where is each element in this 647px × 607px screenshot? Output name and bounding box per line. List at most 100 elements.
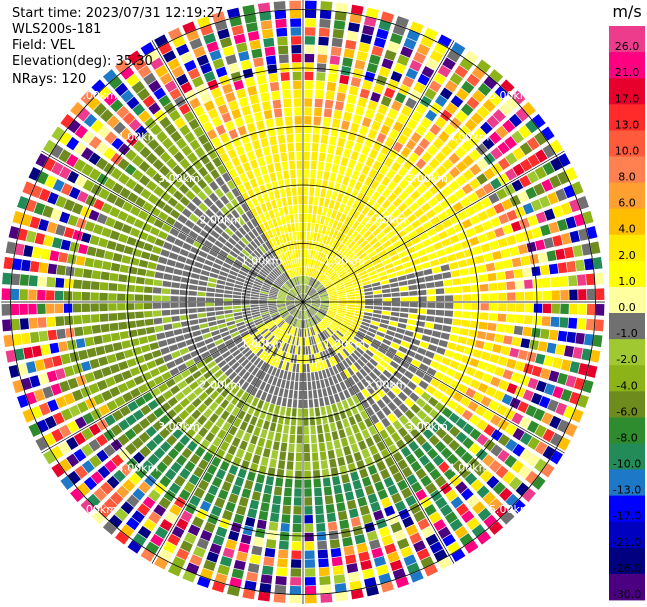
gate-cell: [539, 195, 551, 208]
gate-cell: [176, 548, 190, 561]
gate-cell: [372, 258, 382, 266]
gate-cell: [76, 374, 87, 387]
gate-cell: [339, 74, 350, 85]
gate-cell: [276, 396, 282, 406]
gate-cell: [307, 318, 311, 328]
gate-cell: [207, 444, 218, 455]
gate-cell: [323, 340, 329, 349]
gate-cell: [267, 323, 276, 330]
gate-cell: [326, 313, 335, 318]
gate-cell: [37, 317, 47, 328]
gate-cell: [343, 48, 355, 59]
gate-cell: [461, 183, 474, 195]
gate-cell: [388, 249, 398, 257]
gate-cell: [81, 280, 91, 290]
gate-cell: [312, 250, 317, 259]
gate-cell: [99, 313, 109, 322]
gate-cell: [84, 221, 96, 232]
gate-cell: [485, 386, 497, 398]
gate-cell: [453, 303, 463, 310]
gate-cell: [179, 434, 191, 446]
gate-cell: [182, 353, 192, 362]
gate-cell: [322, 235, 328, 244]
gate-cell: [485, 230, 497, 241]
gate-cell: [480, 121, 493, 135]
gate-cell: [214, 497, 226, 509]
gate-cell: [539, 396, 551, 409]
gate-cell: [310, 372, 315, 381]
gate-cell: [346, 30, 359, 41]
gate-cell: [65, 327, 75, 338]
gate-cell: [144, 311, 153, 318]
gate-cell: [303, 213, 307, 223]
gate-cell: [135, 197, 146, 208]
gate-cell: [430, 378, 441, 388]
gate-cell: [318, 309, 327, 314]
gate-cell: [347, 268, 357, 275]
gate-cell: [46, 221, 58, 234]
gate-cell: [340, 324, 349, 331]
gate-cell: [267, 274, 276, 281]
gate-cell: [360, 559, 373, 571]
gate-cell: [282, 323, 289, 332]
gate-cell: [103, 498, 118, 512]
gate-cell: [586, 304, 596, 316]
gate-cell: [358, 173, 367, 183]
gate-cell: [212, 534, 225, 546]
gate-cell: [372, 433, 382, 444]
gate-cell: [241, 292, 251, 297]
gate-cell: [75, 338, 86, 349]
gate-cell: [308, 240, 313, 250]
gate-cell: [319, 263, 325, 272]
gate-cell: [378, 572, 392, 584]
gate-cell: [356, 202, 365, 213]
gate-cell: [165, 171, 177, 183]
gate-cell: [477, 382, 489, 394]
gate-cell: [396, 270, 406, 277]
gate-cell: [374, 421, 384, 432]
gate-cell: [483, 514, 498, 528]
gate-cell: [395, 351, 405, 359]
gate-cell: [325, 328, 333, 336]
gate-cell: [532, 114, 546, 129]
gate-cell: [387, 272, 397, 279]
gate-cell: [393, 529, 406, 542]
gate-cell: [203, 197, 214, 208]
gate-cell: [366, 385, 375, 395]
gate-cell: [303, 346, 306, 355]
gate-cell: [487, 322, 497, 332]
gate-cell: [329, 306, 338, 309]
gate-cell: [197, 291, 206, 297]
gate-cell: [448, 412, 460, 424]
gate-cell: [60, 114, 74, 129]
gate-cell: [234, 284, 243, 289]
gate-cell: [198, 250, 208, 258]
gate-cell: [428, 434, 440, 446]
gate-cell: [272, 441, 280, 451]
gate-cell: [162, 316, 172, 324]
gate-cell: [330, 46, 342, 57]
gate-cell: [186, 202, 197, 212]
gate-cell: [159, 165, 171, 177]
gate-cell: [227, 585, 241, 597]
gate-cell: [197, 403, 208, 414]
gate-cell: [371, 191, 381, 201]
gate-cell: [197, 297, 206, 302]
gate-cell: [313, 281, 320, 289]
gate-cell: [74, 267, 84, 278]
gate-cell: [219, 556, 233, 567]
gate-cell: [303, 302, 312, 304]
gate-cell: [356, 299, 365, 302]
gate-cell: [531, 227, 543, 239]
gate-cell: [156, 332, 166, 340]
gate-cell: [162, 204, 173, 214]
gate-cell: [374, 377, 384, 387]
gate-cell: [268, 298, 277, 301]
gate-cell: [241, 381, 250, 391]
gate-cell: [184, 375, 195, 385]
gate-cell: [434, 441, 446, 453]
gate-cell: [304, 71, 314, 81]
gate-cell: [172, 164, 184, 176]
gate-cell: [73, 432, 86, 446]
gate-cell: [326, 284, 334, 290]
